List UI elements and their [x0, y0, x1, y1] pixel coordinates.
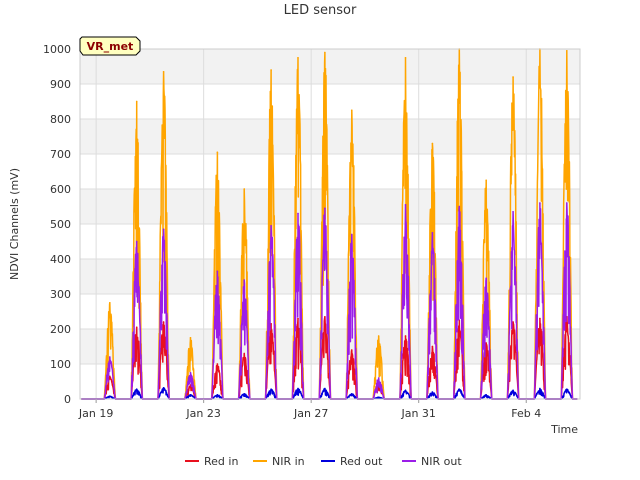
plot-band [80, 189, 580, 224]
data-point [135, 326, 138, 329]
chart-title: LED sensor [284, 3, 357, 18]
data-point [566, 49, 568, 52]
data-point [404, 335, 407, 337]
legend-label: NIR in [272, 455, 305, 468]
y-axis-label: NDVI Channels (mV) [8, 168, 21, 280]
data-point [189, 394, 192, 396]
data-point [216, 394, 219, 396]
legend-label: NIR out [421, 455, 462, 468]
data-point [431, 345, 434, 348]
data-point [243, 279, 246, 281]
y-tick-label: 1000 [43, 43, 71, 56]
y-tick-label: 900 [50, 78, 71, 91]
plot-band [80, 49, 580, 84]
data-point [539, 202, 541, 204]
data-point [485, 394, 487, 396]
x-tick-label: Jan 19 [78, 407, 113, 420]
data-point [350, 233, 353, 236]
y-tick-label: 100 [50, 358, 71, 371]
data-point [539, 317, 541, 320]
y-tick-label: 400 [50, 253, 71, 266]
data-point [135, 240, 138, 243]
data-point [270, 388, 272, 391]
data-point [297, 387, 299, 390]
y-tick-label: 200 [50, 323, 71, 336]
data-point [512, 210, 514, 213]
data-point [324, 315, 326, 318]
data-point [189, 371, 192, 374]
data-point [512, 389, 514, 392]
data-point [216, 151, 219, 154]
data-point [135, 388, 138, 391]
data-point [243, 392, 246, 395]
x-tick-label: Jan 27 [293, 407, 328, 420]
data-point [216, 363, 219, 365]
data-point [243, 188, 246, 190]
data-point [485, 277, 487, 280]
data-point [512, 321, 514, 323]
y-tick-label: 700 [50, 148, 71, 161]
data-point [377, 335, 380, 337]
data-point [485, 179, 487, 182]
data-point [270, 69, 272, 71]
data-point [189, 336, 192, 339]
data-point [512, 76, 514, 78]
data-point [297, 56, 299, 59]
data-point [404, 203, 407, 206]
data-point [350, 392, 353, 395]
data-point [324, 207, 326, 210]
x-axis-label: Time [550, 423, 578, 436]
x-tick-label: Jan 31 [400, 407, 435, 420]
data-point [109, 375, 111, 378]
y-tick-label: 300 [50, 288, 71, 301]
y-tick-label: 600 [50, 183, 71, 196]
legend-label: Red in [204, 455, 238, 468]
data-point [297, 317, 299, 320]
data-point [135, 100, 138, 103]
data-point [270, 224, 272, 227]
data-point [297, 212, 299, 215]
site-badge-label: VR_met [87, 40, 134, 53]
y-tick-label: 0 [64, 393, 71, 406]
data-point [458, 205, 461, 208]
data-point [566, 388, 568, 391]
y-tick-label: 800 [50, 113, 71, 126]
site-badge: VR_met [79, 36, 141, 56]
data-point [243, 352, 246, 355]
data-point [216, 270, 219, 273]
data-point [377, 396, 380, 399]
plot-band [80, 259, 580, 294]
plot-band [80, 119, 580, 154]
data-point [458, 388, 461, 391]
data-point [162, 321, 165, 323]
data-point [109, 395, 111, 398]
data-point [109, 356, 111, 358]
data-point [485, 342, 487, 344]
data-point [162, 228, 165, 231]
data-point [324, 51, 326, 54]
legend-label: Red out [340, 455, 383, 468]
x-tick-label: Feb 4 [511, 407, 541, 420]
data-point [566, 202, 568, 204]
data-point [162, 387, 165, 389]
axes: 0 100 200 300 400 500 600 700 800 900 1000 Jan 19 Ja… [43, 43, 581, 420]
data-point [350, 109, 353, 112]
y-tick-label: 500 [50, 218, 71, 231]
data-point [539, 387, 541, 390]
data-point [431, 142, 434, 145]
data-point [324, 387, 326, 390]
plot-frame [79, 48, 581, 400]
data-point [377, 377, 380, 379]
data-point [404, 389, 407, 392]
x-tick-label: Jan 23 [185, 407, 220, 420]
data-point [431, 231, 434, 234]
site-badge-box [79, 36, 141, 56]
data-point [431, 391, 434, 393]
data-point [162, 70, 165, 73]
data-point [109, 301, 111, 304]
data-point [404, 56, 407, 59]
data-point [350, 349, 353, 351]
legend: Red in NIR in Red out NIR out [185, 455, 462, 468]
